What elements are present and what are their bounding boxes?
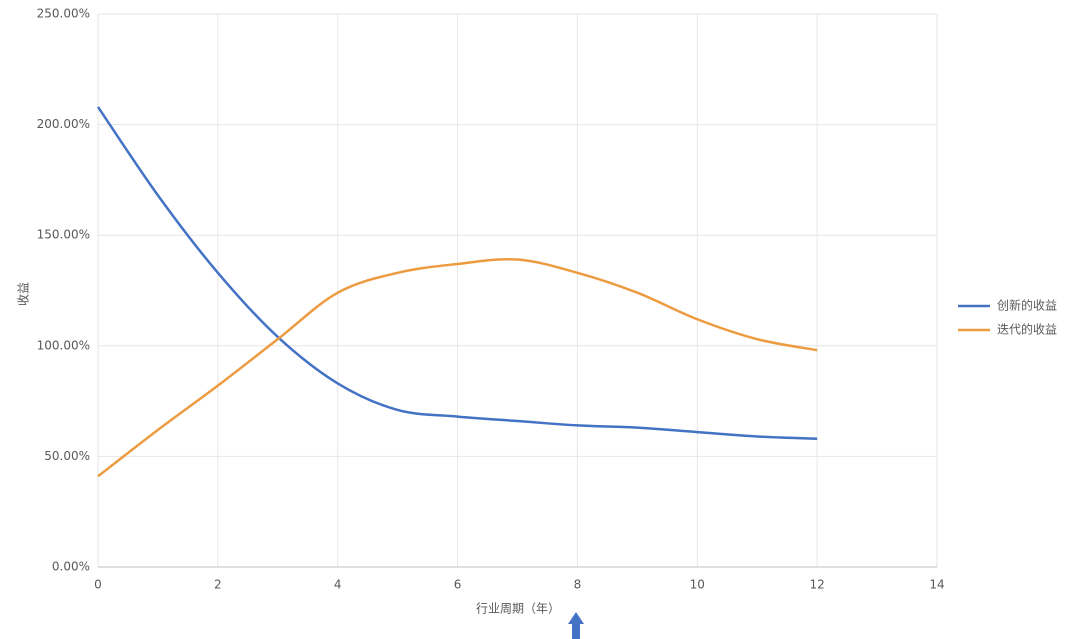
y-tick-label: 250.00%	[37, 7, 90, 21]
x-tick-label: 14	[929, 578, 944, 592]
y-tick-label: 200.00%	[37, 117, 90, 131]
y-tick-label: 150.00%	[37, 228, 90, 242]
x-tick-label: 8	[574, 578, 582, 592]
x-tick-label: 10	[690, 578, 705, 592]
x-tick-label: 12	[810, 578, 825, 592]
legend-label: 迭代的收益	[997, 322, 1057, 337]
y-tick-label: 0.00%	[52, 560, 90, 574]
y-tick-label: 50.00%	[44, 449, 90, 463]
series-line	[96, 106, 818, 440]
x-tick-label: 0	[94, 578, 102, 592]
x-axis-label: 行业周期（年）	[476, 602, 560, 616]
x-tick-label: 2	[214, 578, 222, 592]
y-axis-label: 收益	[17, 282, 31, 306]
y-tick-label: 100.00%	[37, 338, 90, 352]
legend-label: 创新的收益	[997, 298, 1057, 313]
series-line	[97, 257, 818, 478]
arrow-marker	[568, 612, 584, 639]
x-tick-label: 6	[454, 578, 462, 592]
x-tick-label: 4	[334, 578, 342, 592]
